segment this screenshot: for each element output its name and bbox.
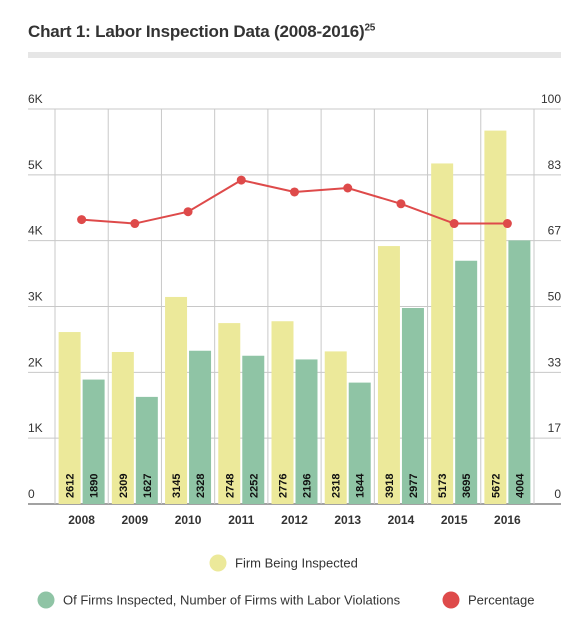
x-tick-label: 2013 — [334, 513, 361, 527]
y-tick-left: 3K — [28, 290, 43, 304]
percentage-point — [130, 219, 140, 229]
percentage-point — [343, 183, 353, 193]
y-tick-right: 0 — [554, 487, 561, 501]
y-tick-right: 83 — [548, 158, 562, 172]
bar-firm-inspected — [58, 332, 81, 504]
y-tick-right: 100 — [541, 92, 561, 106]
x-tick-label: 2015 — [441, 513, 468, 527]
bar-value-label: 1627 — [142, 474, 154, 498]
bar-value-labels: 2612 1890 2309 1627 3145 2328 2748 2252 2776 2196… — [65, 473, 527, 498]
bar-value-label: 3695 — [461, 474, 473, 498]
x-tick-label: 2010 — [175, 513, 202, 527]
bar-value-label: 1844 — [355, 473, 367, 498]
percentage-point — [502, 219, 512, 229]
grid-lines — [28, 108, 561, 505]
y-tick-left: 2K — [28, 355, 43, 369]
x-tick-label: 2008 — [68, 513, 95, 527]
bar-value-label: 2196 — [302, 474, 314, 498]
y-tick-right: 17 — [548, 421, 562, 435]
legend: Firm Being Inspected Of Firms Inspected, … — [37, 554, 535, 609]
bar-firm-inspected — [218, 323, 241, 504]
bar-firms-with-violations — [348, 382, 371, 504]
y-tick-right: 67 — [548, 224, 562, 238]
legend-swatch — [209, 554, 227, 572]
bar-value-label: 2776 — [278, 474, 290, 498]
bar-firm-inspected — [271, 321, 294, 504]
legend-swatch — [37, 591, 55, 609]
y-tick-left: 5K — [28, 158, 43, 172]
x-tick-label: 2012 — [281, 513, 308, 527]
y-tick-left: 4K — [28, 224, 43, 238]
bar-firms-with-violations — [135, 396, 158, 504]
bar-firms-with-violations — [242, 355, 265, 504]
bar-value-label: 2252 — [248, 474, 260, 498]
bar-value-label: 2318 — [331, 474, 343, 498]
percentage-point — [449, 219, 459, 229]
bar-firms-with-violations — [508, 240, 531, 505]
y-tick-right: 33 — [548, 355, 562, 369]
y-tick-right: 50 — [548, 290, 562, 304]
percentage-point — [183, 207, 193, 217]
bar-value-label: 2309 — [118, 474, 130, 498]
bar-firm-inspected — [111, 351, 134, 504]
bar-firm-inspected — [431, 163, 454, 505]
percentage-point — [290, 187, 299, 197]
bar-firm-inspected — [484, 130, 507, 505]
bar-firm-inspected — [324, 351, 347, 504]
y-tick-left: 6K — [28, 92, 43, 106]
bar-firms-with-violations — [189, 350, 212, 504]
bar-value-label: 1890 — [89, 474, 101, 498]
bar-value-label: 2612 — [65, 474, 77, 498]
y-tick-left: 0 — [28, 487, 35, 501]
bar-firm-inspected — [377, 246, 400, 504]
x-tick-label: 2016 — [494, 513, 521, 527]
x-tick-label: 2011 — [228, 513, 254, 527]
percentage-point — [396, 199, 406, 209]
y-tick-left: 1K — [28, 421, 43, 435]
bar-value-label: 3145 — [171, 474, 183, 498]
y-axis-right: 0 17 33 50 67 83 100 — [541, 92, 561, 501]
legend-label: Firm Being Inspected — [235, 556, 358, 571]
title-footnote: 25 — [364, 22, 376, 34]
y-axis-left: 0 1K 2K 3K 4K 5K 6K — [28, 92, 43, 501]
bar-value-label: 3918 — [384, 474, 396, 498]
bar-value-label: 2977 — [408, 474, 420, 498]
bar-firms-with-violations — [401, 308, 424, 504]
bar-value-label: 2748 — [224, 474, 236, 498]
bar-firms-with-violations — [82, 379, 105, 504]
x-tick-label: 2009 — [121, 513, 148, 527]
title-divider — [28, 52, 561, 58]
bar-firm-inspected — [165, 296, 188, 504]
percentage-point — [236, 175, 246, 185]
legend-label: Percentage — [468, 593, 535, 608]
bars — [58, 130, 531, 505]
legend-swatch — [442, 591, 460, 609]
chart-title: Chart 1: Labor Inspection Data (2008-201… — [28, 22, 376, 41]
bar-value-label: 2328 — [195, 474, 207, 498]
x-tick-label: 2014 — [388, 513, 415, 527]
percentage-line — [77, 175, 512, 229]
bar-value-label: 5672 — [490, 474, 502, 498]
bar-value-label: 4004 — [514, 473, 526, 498]
x-axis: 2008 2009 2010 2011 2012 2013 2014 2015 2016 — [68, 513, 521, 527]
bar-firms-with-violations — [295, 359, 318, 504]
legend-label: Of Firms Inspected, Number of Firms with… — [63, 593, 401, 608]
percentage-point — [77, 215, 87, 225]
bar-value-label: 5173 — [437, 474, 449, 498]
bar-firms-with-violations — [455, 260, 478, 504]
